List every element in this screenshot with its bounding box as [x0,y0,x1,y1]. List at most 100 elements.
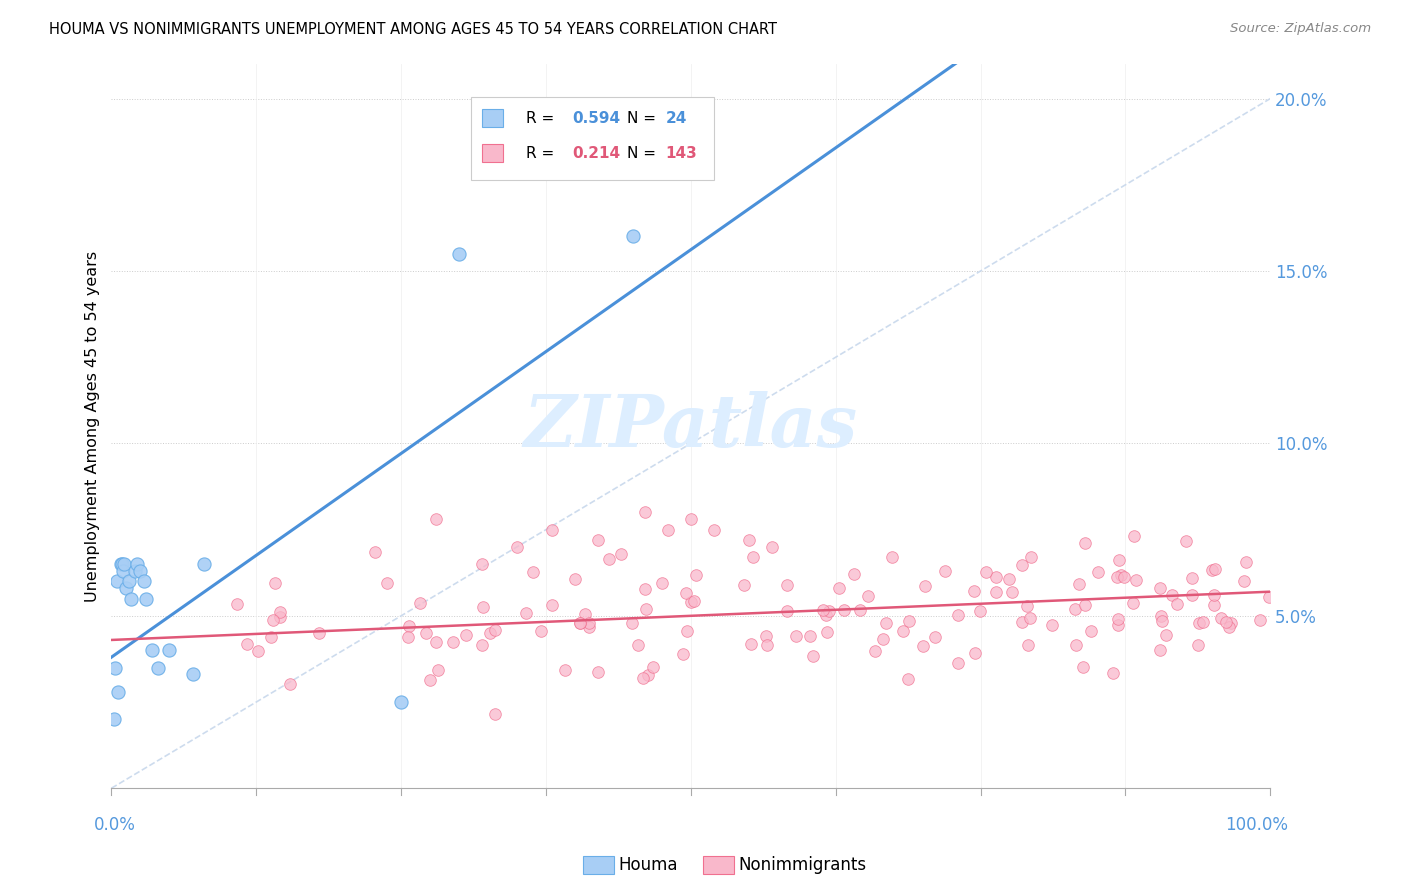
Point [124,564,146,578]
Text: N =: N = [627,145,661,161]
Point [657,523,679,537]
Point [1161,588,1184,602]
Point [1019,550,1042,565]
Text: 100.0%: 100.0% [1225,816,1288,834]
Point [733,578,755,592]
Point [1215,615,1237,629]
Point [785,629,807,643]
Point [540,523,562,537]
Point [449,246,471,260]
Point [146,660,169,674]
Point [484,706,506,721]
Point [1017,638,1039,652]
Point [415,625,437,640]
Point [1109,568,1132,582]
Text: R =: R = [526,145,560,161]
Point [264,575,287,590]
Point [738,533,761,547]
Point [1258,590,1281,604]
Point [1018,611,1040,625]
Point [621,616,644,631]
Point [1122,596,1144,610]
Point [1188,616,1211,631]
Point [1102,666,1125,681]
Text: Nonimmigrants: Nonimmigrants [738,856,866,874]
Point [984,585,1007,599]
Point [672,647,695,661]
Point [627,638,650,652]
Point [631,671,654,685]
Bar [482,145,502,162]
Point [1149,582,1171,596]
Point [111,564,134,578]
Y-axis label: Unemployment Among Ages 45 to 54 years: Unemployment Among Ages 45 to 54 years [86,251,100,602]
Point [914,579,936,593]
Point [974,566,997,580]
Point [683,593,706,607]
Point [703,523,725,537]
Text: N =: N = [627,111,661,126]
Point [1071,660,1094,674]
Point [1218,620,1240,634]
Point [454,628,477,642]
Point [1040,618,1063,632]
Text: 0.214: 0.214 [572,145,621,161]
Point [1107,612,1129,626]
Point [1011,615,1033,629]
Point [634,582,657,596]
Point [811,602,834,616]
Point [515,606,537,620]
Point [569,615,592,630]
Point [1204,598,1226,612]
Point [1125,574,1147,588]
Point [675,585,697,599]
Point [1108,553,1130,567]
Point [984,570,1007,584]
Point [425,512,447,526]
Point [396,631,419,645]
Point [1123,529,1146,543]
Point [569,615,592,630]
Point [685,567,707,582]
Point [872,632,894,646]
Point [998,572,1021,586]
Point [308,626,330,640]
Point [1181,571,1204,585]
Point [1220,615,1243,630]
Point [574,607,596,622]
Point [586,533,609,547]
Point [471,557,494,571]
Point [1011,558,1033,572]
Text: 0.594: 0.594 [572,111,621,126]
Point [832,603,855,617]
Point [1234,555,1257,569]
Point [1114,570,1136,584]
Point [911,640,934,654]
Point [484,624,506,638]
Point [637,668,659,682]
Text: Source: ZipAtlas.com: Source: ZipAtlas.com [1230,22,1371,36]
Point [633,505,655,519]
Point [842,567,865,582]
Point [104,660,127,674]
Point [742,550,765,565]
Point [193,557,215,571]
Point [375,576,398,591]
Point [247,644,270,658]
Point [965,646,987,660]
Point [115,581,138,595]
Point [934,564,956,578]
Point [1087,565,1109,579]
Point [756,638,779,652]
Point [181,667,204,681]
Bar [482,110,502,128]
Point [262,613,284,627]
Point [1152,614,1174,628]
Point [946,607,969,622]
Point [828,582,851,596]
Point [1064,638,1087,652]
Point [641,660,664,674]
Point [814,607,837,622]
Point [111,557,134,571]
Text: Houma: Houma [619,856,678,874]
